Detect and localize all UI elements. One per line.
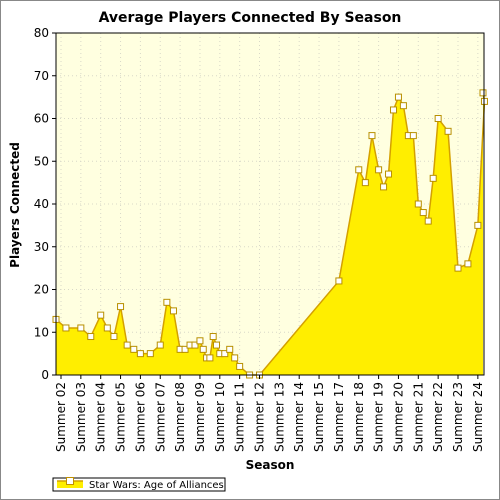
data-point <box>419 209 427 217</box>
data-point <box>117 303 125 311</box>
data-point <box>191 341 199 349</box>
x-tick-label: Summer 12 <box>253 382 267 452</box>
data-point <box>136 350 144 358</box>
data-point <box>62 324 70 332</box>
chart-title: Average Players Connected By Season <box>99 10 402 26</box>
data-point <box>163 298 171 306</box>
y-tick-label: 20 <box>34 283 49 297</box>
x-tick-label: Summer 06 <box>133 382 147 452</box>
x-tick-label: Summer 23 <box>451 382 465 452</box>
x-tick-label: Summer 08 <box>173 382 187 452</box>
data-point <box>212 341 220 349</box>
x-tick-label: Summer 03 <box>74 382 88 452</box>
x-tick-label: Summer 09 <box>193 382 207 452</box>
data-point <box>394 93 402 101</box>
data-point <box>424 217 432 225</box>
y-tick-label: 60 <box>34 112 49 126</box>
x-tick-label: Summer 24 <box>471 382 485 452</box>
x-tick-label: Summer 19 <box>372 382 386 452</box>
data-point <box>199 345 207 353</box>
y-axis-title: Players Connected <box>8 142 22 268</box>
x-tick-label: Summer 10 <box>213 382 227 452</box>
data-point <box>206 354 214 362</box>
legend-swatch-marker <box>66 477 74 485</box>
data-point <box>226 345 234 353</box>
x-tick-label: Summer 02 <box>54 382 68 452</box>
data-point <box>361 179 369 187</box>
data-point <box>77 324 85 332</box>
y-tick-label: 70 <box>34 69 49 83</box>
data-point <box>156 341 164 349</box>
data-point <box>444 127 452 135</box>
data-point <box>414 200 422 208</box>
data-point <box>368 132 376 140</box>
legend: Star Wars: Age of Alliances <box>52 477 226 492</box>
x-axis-title: Season <box>246 458 295 472</box>
data-point <box>474 221 482 229</box>
data-point <box>221 350 229 358</box>
data-point <box>355 166 363 174</box>
data-point <box>103 324 111 332</box>
y-axis-ticks: 0 10 20 30 40 50 60 70 80 <box>34 26 56 382</box>
x-tick-label: Summer 14 <box>292 382 306 452</box>
data-point <box>399 102 407 110</box>
data-point <box>97 311 105 319</box>
data-point <box>380 183 388 191</box>
data-point <box>409 132 417 140</box>
data-point <box>231 354 239 362</box>
x-tick-label: Summer 13 <box>272 382 286 452</box>
x-tick-label: Summer 05 <box>114 382 128 452</box>
y-tick-label: 0 <box>41 368 49 382</box>
data-point <box>454 264 462 272</box>
x-axis-ticks: Summer 02 Summer 03 Summer 04 Summer 05 Summ… <box>54 375 485 452</box>
data-point <box>196 337 204 345</box>
data-point <box>110 333 118 341</box>
data-point <box>87 333 95 341</box>
x-tick-label: Summer 11 <box>233 382 247 452</box>
data-point <box>123 341 131 349</box>
legend-label: Star Wars: Age of Alliances <box>89 480 224 491</box>
x-tick-label: Summer 20 <box>391 382 405 452</box>
legend-box <box>52 477 226 492</box>
data-point <box>479 89 487 97</box>
data-point <box>389 106 397 114</box>
data-point <box>464 260 472 268</box>
data-point <box>146 350 154 358</box>
x-tick-label: Summer 21 <box>411 382 425 452</box>
x-tick-label: Summer 18 <box>352 382 366 452</box>
x-tick-label: Summer 17 <box>332 382 346 452</box>
data-point <box>429 174 437 182</box>
x-tick-label: Summer 04 <box>94 382 108 452</box>
data-point <box>209 333 217 341</box>
x-tick-label: Summer 22 <box>431 382 445 452</box>
y-tick-label: 10 <box>34 325 49 339</box>
data-point <box>434 115 442 122</box>
y-tick-label: 30 <box>34 240 49 254</box>
data-point <box>169 307 177 315</box>
x-tick-label: Summer 15 <box>312 382 326 452</box>
data-point <box>385 170 393 178</box>
data-point <box>375 166 383 174</box>
y-tick-label: 80 <box>34 26 49 40</box>
data-point <box>236 362 244 370</box>
data-point <box>335 277 343 285</box>
data-point <box>130 345 138 353</box>
data-point <box>181 345 189 353</box>
y-tick-label: 40 <box>34 197 49 211</box>
y-tick-label: 50 <box>34 154 49 168</box>
x-tick-label: Summer 07 <box>153 382 167 452</box>
